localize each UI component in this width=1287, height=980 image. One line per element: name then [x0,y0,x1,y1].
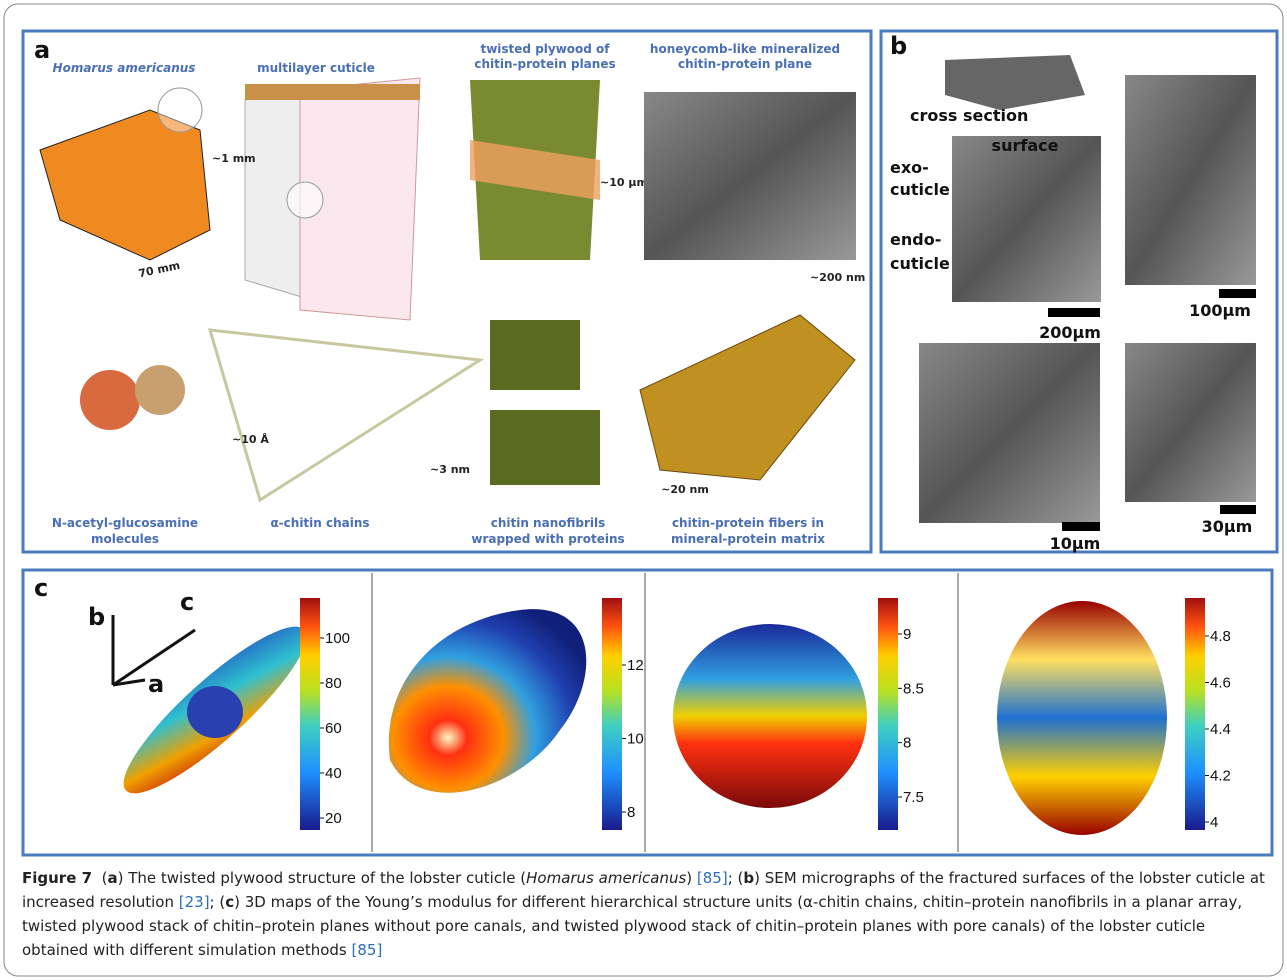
sem-image [919,343,1100,523]
scale-label: ~10 μm [600,176,648,189]
colorbar [602,598,622,830]
scale-label: ~1 mm [212,152,256,165]
scale-label: 200μm [1039,323,1101,342]
panel-letter: a [34,36,50,64]
label: cuticle [890,180,950,199]
label: surface [992,136,1059,155]
axis-label: b [88,603,105,631]
label: cuticle [890,254,950,273]
label: honeycomb-like mineralized [650,42,840,56]
sem-image [1125,75,1256,285]
colorbar [300,598,320,830]
caption-text: ; ( [728,869,744,887]
label: Homarus americanus [53,61,196,75]
fibers [640,315,855,480]
label: twisted plywood of [480,42,610,56]
colorbar-tick-label: 9 [903,626,911,643]
colorbar-tick-label: 7.5 [903,789,924,806]
panel-letter: c [34,574,48,602]
caption-text: ) [686,869,697,887]
sem-image [644,92,856,260]
label: N-acetyl-glucosamine [52,516,198,530]
zoom-circle [158,88,202,132]
label: mineral-protein matrix [671,532,825,546]
colorbar-tick-label: 4.6 [1210,675,1231,692]
caption-text: b [743,869,754,887]
colorbar-tick-label: 4.2 [1210,768,1231,785]
caption: Figure 7 (a) The twisted plywood structu… [22,866,1267,962]
nanofibril [490,320,580,390]
label: chitin-protein fibers in [672,516,824,530]
scale-label: 30μm [1202,517,1253,536]
scale-bar [1220,505,1256,514]
colorbar-tick-label: 80 [325,675,342,692]
panel-letter: b [890,32,907,60]
molecules [80,365,185,430]
modulus-surface [389,609,586,793]
caption-text: a [107,869,117,887]
colorbar-tick-label: 8.5 [903,680,924,697]
colorbar-tick-label: 40 [325,765,342,782]
figure: a Homarus americanus multilayer cuticle … [0,0,1287,980]
scale-label: 10μm [1050,534,1101,553]
colorbar-tick-label: 8 [627,804,635,821]
label: cross section [910,106,1028,125]
colorbar-tick-label: 60 [325,720,342,737]
scale-label: 100μm [1189,301,1251,320]
caption-label: Figure 7 [22,869,92,887]
label: multilayer cuticle [257,61,375,75]
colorbar [1185,598,1205,830]
label: molecules [91,532,159,546]
zoom-circle [287,182,323,218]
caption-text: Homarus americanus [526,869,686,887]
scale-label: ~20 nm [661,483,709,496]
nanofibril [490,410,600,485]
sem-image [952,136,1101,302]
sem-image [1125,343,1256,502]
scale-bar [1062,522,1100,531]
colorbar-tick-label: 12 [627,657,644,674]
scale-label: ~3 nm [430,463,470,476]
caption-text: ; ( [210,893,226,911]
scale-label: ~10 Å [232,433,269,446]
figure-art: a Homarus americanus multilayer cuticle … [0,0,1287,980]
caption-text: ) The twisted plywood structure of the l… [118,869,527,887]
label: wrapped with proteins [471,532,624,546]
modulus-surface [187,686,243,738]
label: α-chitin chains [270,516,369,530]
scale-bar [1048,308,1100,317]
modulus-surface [673,624,867,808]
claw [945,55,1085,110]
label: exo- [890,158,929,177]
axis-label: c [180,588,194,616]
citation[interactable]: [23] [179,893,210,911]
colorbar [878,598,898,830]
citation[interactable]: [85] [697,869,728,887]
scale-label: ~200 nm [810,271,865,284]
scale-bar [1219,289,1256,298]
colorbar-tick-label: 10 [627,731,644,748]
caption-text: c [225,893,234,911]
colorbar-tick-label: 4 [1210,814,1218,831]
cuticle-top [245,84,420,100]
label: chitin nanofibrils [491,516,606,530]
citation[interactable]: [85] [352,941,383,959]
label: endo- [890,230,941,249]
label: chitin-protein planes [474,57,615,71]
colorbar-tick-label: 100 [325,630,350,647]
label: chitin-protein plane [678,57,812,71]
axis-label: a [148,670,164,698]
colorbar-tick-label: 20 [325,810,342,827]
modulus-surface [997,601,1167,835]
colorbar-tick-label: 4.8 [1210,628,1231,645]
lobster [40,110,210,260]
colorbar-tick-label: 8 [903,735,911,752]
colorbar-tick-label: 4.4 [1210,721,1231,738]
scale-label: 70 mm [137,259,181,280]
